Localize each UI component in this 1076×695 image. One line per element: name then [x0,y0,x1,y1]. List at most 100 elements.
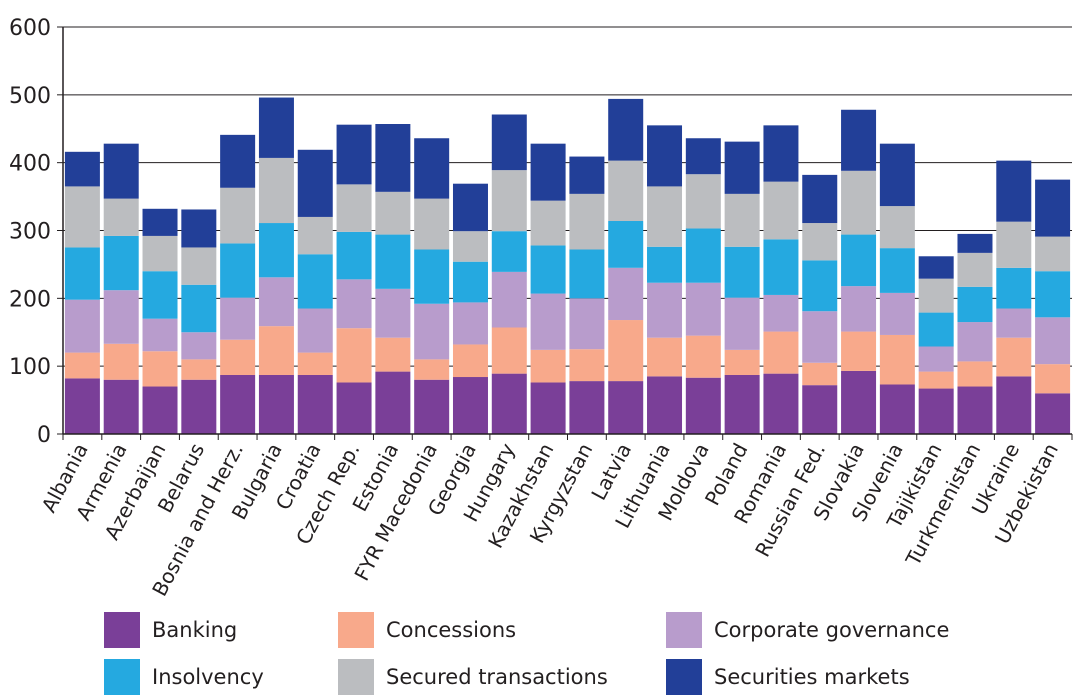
bar-segment-insolvency [181,284,217,333]
bar-segment-securities-markets [297,149,333,217]
bar-segment-corporate-governance [879,292,915,335]
legend-swatch-concessions [338,612,374,648]
bar-segment-securities-markets [724,141,760,194]
legend-label-concessions: Concessions [386,618,517,642]
legend-swatch-banking [104,612,140,648]
bar-segment-secured-transactions [569,193,605,250]
bar-segment-banking [491,373,527,434]
bar-segment-securities-markets [608,98,644,161]
bar-segment-corporate-governance [414,303,450,360]
bar-segment-securities-markets [103,143,139,199]
legend-label-corporate-governance: Corporate governance [714,618,950,642]
bar-segment-securities-markets [879,143,915,207]
bar-segment-corporate-governance [996,308,1032,338]
bar-segment-concessions [336,328,372,383]
bar-segment-banking [220,374,256,434]
bar-segment-corporate-governance [530,293,566,350]
bar-segment-concessions [258,326,294,375]
bar-segment-securities-markets [220,134,256,188]
bar-segment-corporate-governance [336,279,372,329]
bar-segment-secured-transactions [491,170,527,232]
bar-segment-corporate-governance [957,322,993,362]
bar-segment-insolvency [297,254,333,309]
bar-segment-secured-transactions [608,160,644,222]
bar-segment-concessions [763,331,799,374]
bar-segment-insolvency [258,223,294,278]
bar-segment-corporate-governance [297,308,333,353]
bar-segment-concessions [841,331,877,371]
bar-segment-concessions [375,337,411,372]
bar-segment-secured-transactions [957,252,993,287]
bar-segment-securities-markets [647,125,683,187]
bar-segment-secured-transactions [64,186,100,248]
bar-segment-concessions [181,359,217,380]
bar-segment-corporate-governance [1035,317,1071,365]
bar-segment-insolvency [685,228,721,283]
bar-segment-securities-markets [181,209,217,248]
bar-segment-concessions [1035,364,1071,394]
legend-item-banking: Banking [104,612,237,648]
bar-segment-concessions [802,362,838,386]
bar-segment-concessions [569,349,605,382]
bar-segment-banking [802,385,838,434]
bar-segment-concessions [64,352,100,379]
bar-segment-corporate-governance [375,288,411,338]
bar-segment-securities-markets [491,114,527,171]
bar-segment-banking [841,370,877,434]
legend-item-insolvency: Insolvency [104,659,264,695]
bar-segment-securities-markets [763,125,799,182]
y-tick-label: 200 [9,287,51,312]
bar-segment-insolvency [647,246,683,283]
legend-swatch-securities-markets [666,659,702,695]
bar-segment-securities-markets [841,109,877,171]
bar-segment-insolvency [608,221,644,268]
bars [64,97,1071,434]
bar-segment-securities-markets [569,156,605,194]
bar-segment-banking [64,378,100,434]
bar-segment-banking [647,376,683,434]
bar-segment-insolvency [491,231,527,272]
bar-segment-secured-transactions [336,184,372,232]
bar-segment-secured-transactions [685,174,721,229]
bar-segment-concessions [414,359,450,380]
bar-segment-secured-transactions [841,170,877,235]
bar-segment-secured-transactions [103,198,139,236]
bar-segment-banking [452,377,488,434]
bar-segment-corporate-governance [491,271,527,328]
bar-segment-insolvency [336,231,372,280]
bar-segment-secured-transactions [375,191,411,235]
bar-segment-corporate-governance [64,299,100,353]
bar-segment-secured-transactions [763,181,799,240]
bar-segment-corporate-governance [802,311,838,363]
bar-segment-insolvency [375,234,411,289]
legend-item-corporate-governance: Corporate governance [666,612,949,648]
bar-segment-concessions [220,339,256,375]
bar-segment-concessions [530,349,566,383]
bar-segment-secured-transactions [918,278,954,313]
legend-swatch-corporate-governance [666,612,702,648]
bar-segment-secured-transactions [530,200,566,246]
bar-segment-concessions [879,334,915,385]
bar-segment-corporate-governance [608,267,644,321]
bar-segment-insolvency [103,235,139,291]
bar-segment-insolvency [414,249,450,304]
bar-segment-securities-markets [957,233,993,253]
bar-segment-securities-markets [685,138,721,175]
legend-item-secured-transactions: Secured transactions [338,659,608,695]
bar-segment-securities-markets [414,138,450,199]
legend-label-securities-markets: Securities markets [714,665,910,689]
bar-segment-securities-markets [996,160,1032,222]
legend-label-banking: Banking [152,618,238,642]
y-tick-label: 100 [9,355,51,380]
legend-label-secured-transactions: Secured transactions [386,665,608,689]
bar-segment-corporate-governance [258,277,294,327]
bar-segment-securities-markets [1035,179,1071,237]
bar-segment-securities-markets [802,174,838,224]
bar-segment-banking [414,379,450,434]
bar-segment-securities-markets [530,143,566,201]
bar-segment-corporate-governance [452,302,488,345]
bar-segment-insolvency [996,267,1032,309]
bar-segment-secured-transactions [996,221,1032,268]
legend-label-insolvency: Insolvency [152,665,264,689]
bar-segment-banking [1035,393,1071,434]
